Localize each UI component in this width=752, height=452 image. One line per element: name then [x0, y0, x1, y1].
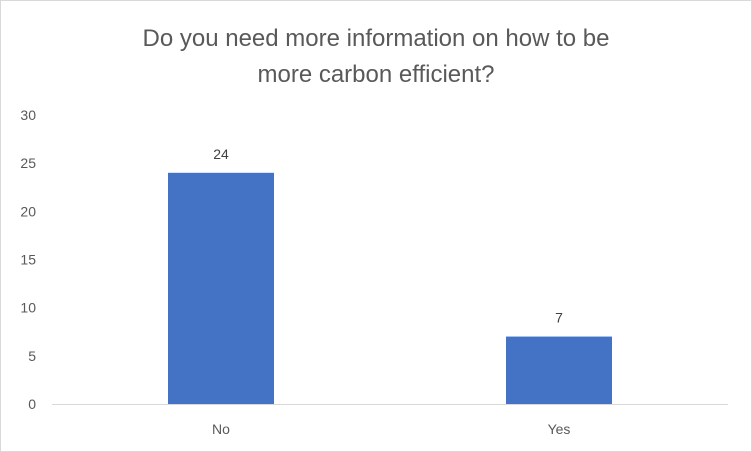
chart-title: Do you need more information on how to b… — [142, 25, 610, 88]
y-tick-label: 0 — [28, 396, 36, 412]
y-tick-label: 15 — [20, 252, 36, 268]
y-tick-label: 20 — [20, 203, 36, 219]
bar-no — [168, 172, 274, 404]
bar-yes — [506, 336, 612, 404]
y-tick-label: 30 — [20, 107, 36, 123]
y-tick-label: 5 — [28, 348, 36, 364]
x-category-label: No — [212, 421, 230, 437]
y-tick-label: 10 — [20, 300, 36, 316]
data-label: 7 — [555, 310, 563, 326]
data-label: 24 — [213, 146, 229, 162]
x-category-label: Yes — [548, 421, 571, 437]
y-tick-label: 25 — [20, 155, 36, 171]
